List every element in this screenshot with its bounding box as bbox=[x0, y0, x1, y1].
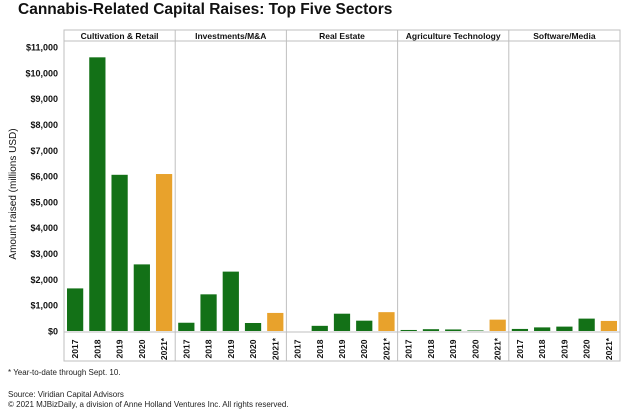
x-tick-label: 2019 bbox=[559, 339, 569, 358]
bar bbox=[333, 313, 351, 331]
x-tick-label: 2018 bbox=[537, 339, 547, 358]
y-tick-label: $0 bbox=[48, 327, 58, 337]
x-tick-label: 2018 bbox=[426, 339, 436, 358]
x-tick-label: 2018 bbox=[315, 339, 325, 358]
y-tick-label: $5,000 bbox=[30, 197, 58, 207]
y-tick-label: $9,000 bbox=[30, 94, 58, 104]
x-tick-label: 2019 bbox=[448, 339, 458, 358]
bar bbox=[267, 312, 284, 331]
x-tick-label: 2021* bbox=[493, 337, 503, 360]
plot-frame bbox=[63, 29, 621, 362]
x-tick-label: 2017 bbox=[181, 339, 191, 358]
x-tick-label: 2018 bbox=[204, 339, 214, 358]
bar bbox=[578, 318, 595, 331]
x-tick-label: 2017 bbox=[404, 339, 414, 358]
y-axis-label: Amount raised (millions USD) bbox=[8, 128, 19, 259]
y-tick-label: $8,000 bbox=[30, 120, 58, 130]
x-tick-label: 2020 bbox=[359, 339, 369, 358]
sector-panels: Cultivation & Retail 2017 2018 2019 2020 2021… bbox=[63, 29, 621, 362]
y-tick-label: $4,000 bbox=[30, 223, 58, 233]
x-tick-label: 2019 bbox=[226, 339, 236, 358]
bar bbox=[400, 329, 417, 331]
bar bbox=[178, 322, 195, 331]
bar bbox=[155, 174, 173, 331]
bar bbox=[67, 288, 84, 331]
bar bbox=[89, 57, 106, 332]
x-tick-label: 2021* bbox=[270, 337, 280, 360]
y-tick-label: $7,000 bbox=[30, 146, 58, 156]
copyright-note: © 2021 MJBizDaily, a division of Anne Ho… bbox=[8, 400, 289, 409]
y-tick-label: $11,000 bbox=[26, 43, 58, 53]
x-tick-label: 2021* bbox=[604, 337, 614, 360]
bar bbox=[511, 328, 529, 331]
bar bbox=[489, 319, 506, 331]
y-tick-label: $6,000 bbox=[30, 172, 58, 182]
y-tick-label: $2,000 bbox=[30, 275, 58, 285]
bar bbox=[378, 312, 395, 331]
panel-title: Investments/M&A bbox=[195, 31, 266, 41]
bar bbox=[422, 329, 440, 331]
source-note: Source: Viridian Capital Advisors bbox=[8, 390, 124, 399]
x-tick-label: 2018 bbox=[92, 339, 102, 358]
bar bbox=[556, 326, 573, 331]
x-tick-label: 2021* bbox=[381, 337, 391, 360]
x-tick-label: 2019 bbox=[337, 339, 347, 358]
x-tick-label: 2020 bbox=[248, 339, 258, 358]
bar bbox=[445, 329, 462, 331]
x-tick-label: 2017 bbox=[515, 339, 525, 358]
x-tick-label: 2017 bbox=[293, 339, 303, 358]
x-tick-label: 2021* bbox=[159, 337, 169, 360]
panel-title: Cultivation & Retail bbox=[81, 31, 159, 41]
x-tick-label: 2019 bbox=[115, 339, 125, 358]
x-tick-label: 2017 bbox=[70, 339, 80, 358]
bar bbox=[222, 271, 239, 331]
bar bbox=[356, 320, 373, 331]
bar bbox=[467, 330, 484, 331]
x-tick-label: 2020 bbox=[582, 339, 592, 358]
x-tick-label: 2020 bbox=[137, 339, 147, 358]
panel-title: Software/Media bbox=[533, 31, 596, 41]
bar bbox=[311, 325, 328, 331]
bar bbox=[200, 294, 217, 331]
y-tick-label: $10,000 bbox=[25, 68, 58, 78]
y-axis: $0 $1,000 $2,000 $3,000 $4,000 $5,000 $6,000 $7… bbox=[25, 43, 58, 337]
y-tick-label: $1,000 bbox=[30, 301, 58, 311]
footnote: * Year-to-date through Sept. 10. bbox=[8, 368, 121, 377]
bar bbox=[244, 322, 262, 331]
bar bbox=[133, 264, 150, 331]
y-tick-label: $3,000 bbox=[30, 249, 58, 259]
panel-title: Real Estate bbox=[319, 31, 365, 41]
bar bbox=[600, 320, 617, 331]
x-tick-label: 2020 bbox=[470, 339, 480, 358]
bar bbox=[111, 174, 128, 331]
chart-title: Cannabis-Related Capital Raises: Top Fiv… bbox=[18, 1, 393, 18]
panel-title: Agriculture Technology bbox=[406, 31, 501, 41]
bar bbox=[534, 327, 551, 331]
